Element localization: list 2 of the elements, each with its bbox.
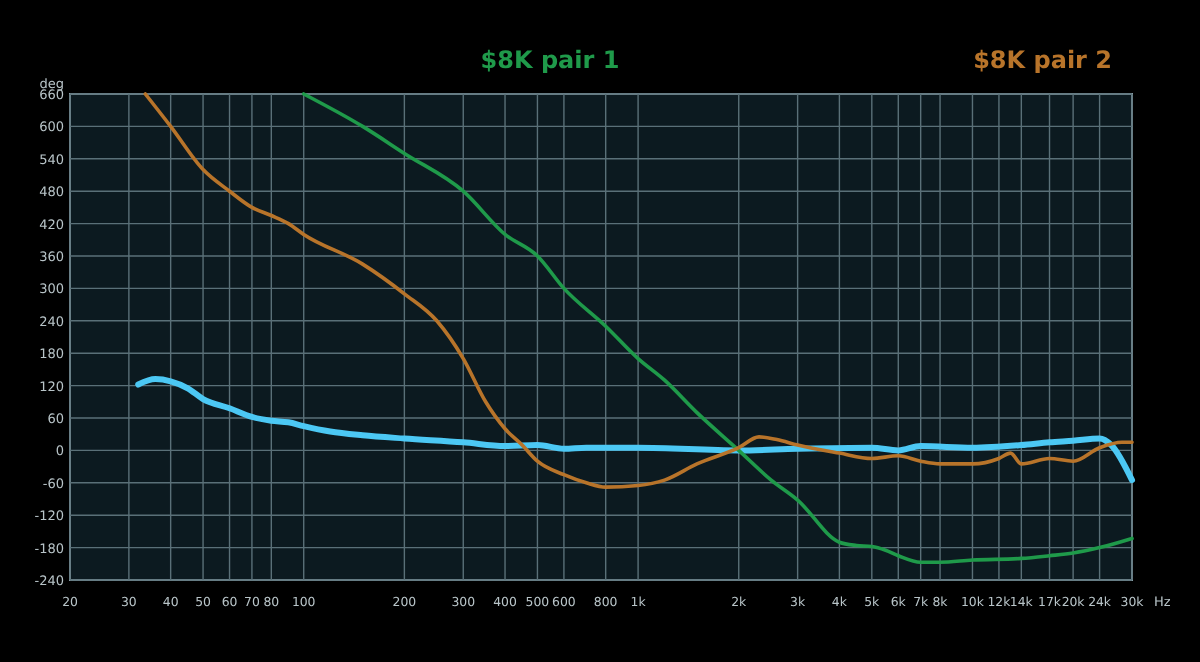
text: $8K pair 1	[480, 46, 620, 74]
text: $8K pair 2	[973, 46, 1112, 74]
